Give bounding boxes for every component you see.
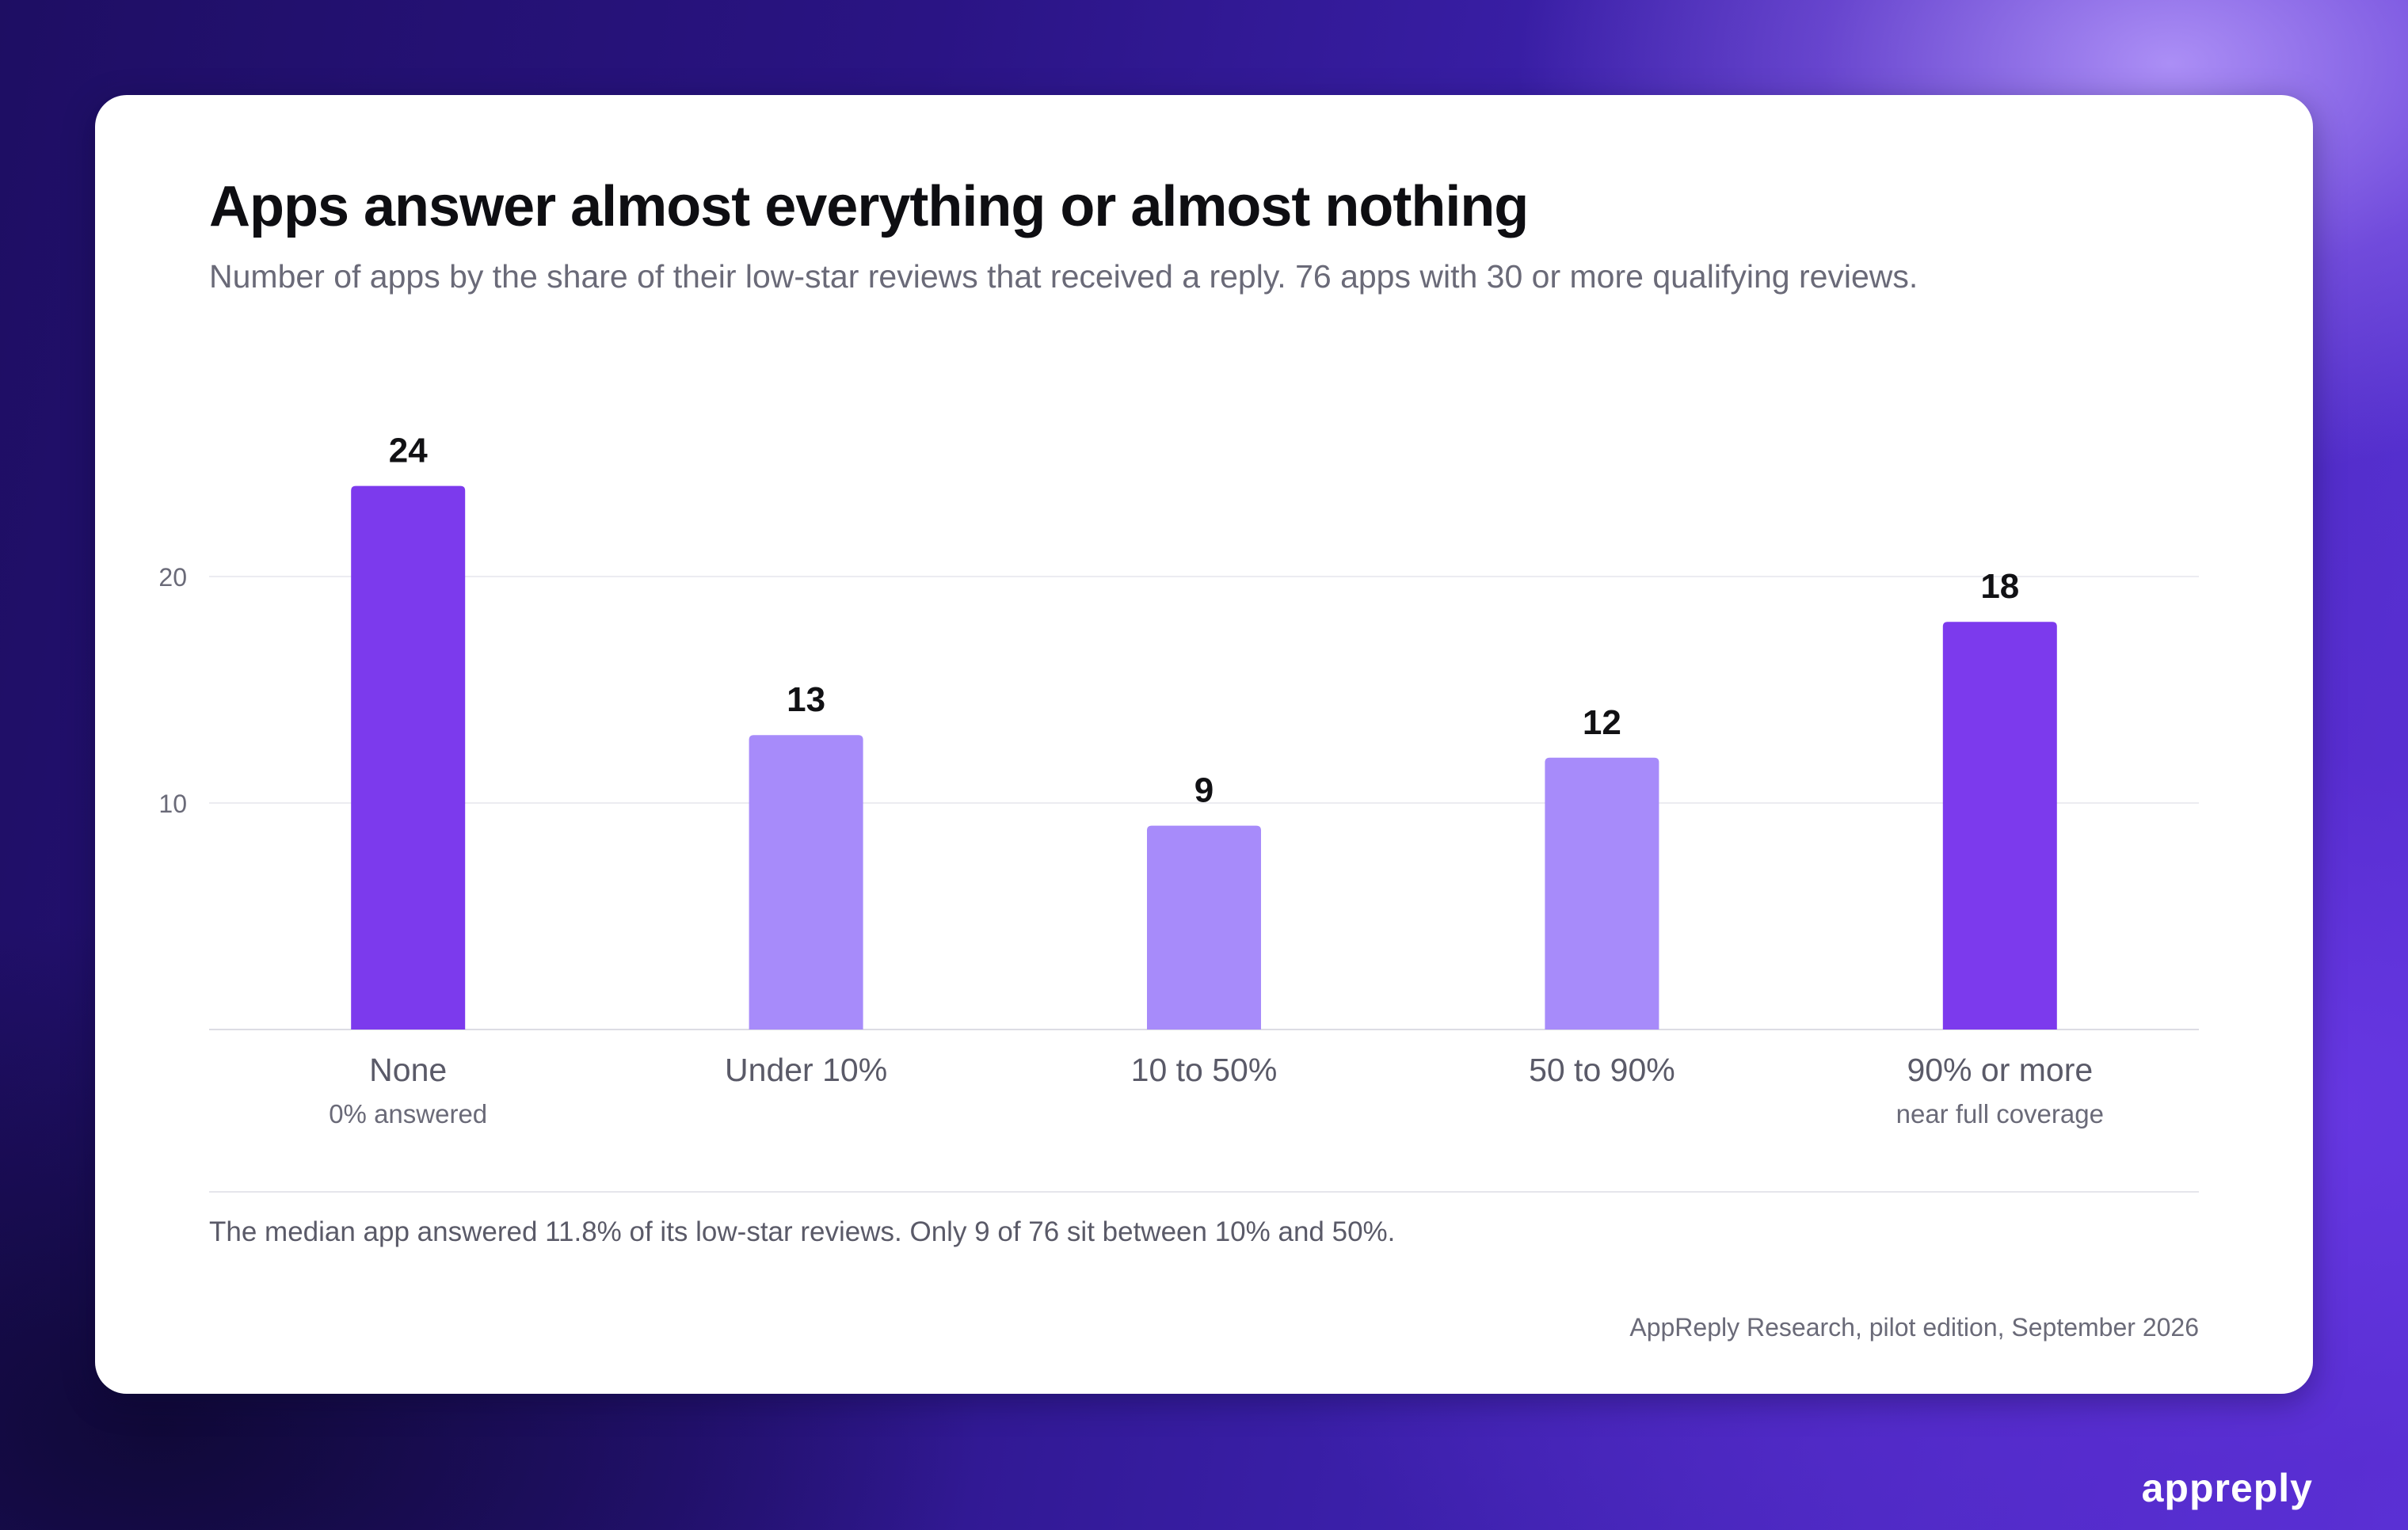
bar [1545, 757, 1659, 1030]
chart-subtitle: Number of apps by the share of their low… [209, 258, 1918, 295]
x-category-label: 10 to 50% [1130, 1052, 1278, 1088]
bar-chart: 10 20 24 13 9 12 18 [158, 432, 2199, 1030]
bar-value-label: 12 [1583, 703, 1621, 742]
chart-footnote: The median app answered 11.8% of its low… [209, 1216, 1396, 1247]
y-tick-label: 10 [158, 790, 187, 818]
bar [351, 485, 466, 1030]
divider [209, 1191, 2199, 1193]
x-category-label: None [369, 1052, 448, 1088]
chart-card: Apps answer almost everything or almost … [95, 95, 2313, 1394]
bar-value-label: 18 [1980, 567, 2019, 606]
x-category-sublabel: 0% answered [329, 1099, 488, 1128]
x-category-sublabel: near full coverage [1896, 1099, 2104, 1128]
bar-value-label: 9 [1194, 771, 1214, 810]
bar-value-label: 24 [389, 432, 428, 470]
bar [749, 735, 863, 1030]
bar [1147, 825, 1261, 1030]
y-tick-label: 20 [158, 563, 187, 592]
x-category-label: Under 10% [725, 1052, 888, 1088]
x-category-label: 50 to 90% [1529, 1052, 1675, 1088]
brand-logo: appreply [2141, 1466, 2313, 1510]
chart-source: AppReply Research, pilot edition, Septem… [1629, 1313, 2199, 1342]
x-category-label: 90% or more [1907, 1052, 2094, 1088]
bar [1942, 622, 2057, 1030]
bar-value-label: 13 [787, 680, 825, 719]
chart-title: Apps answer almost everything or almost … [209, 175, 1529, 238]
